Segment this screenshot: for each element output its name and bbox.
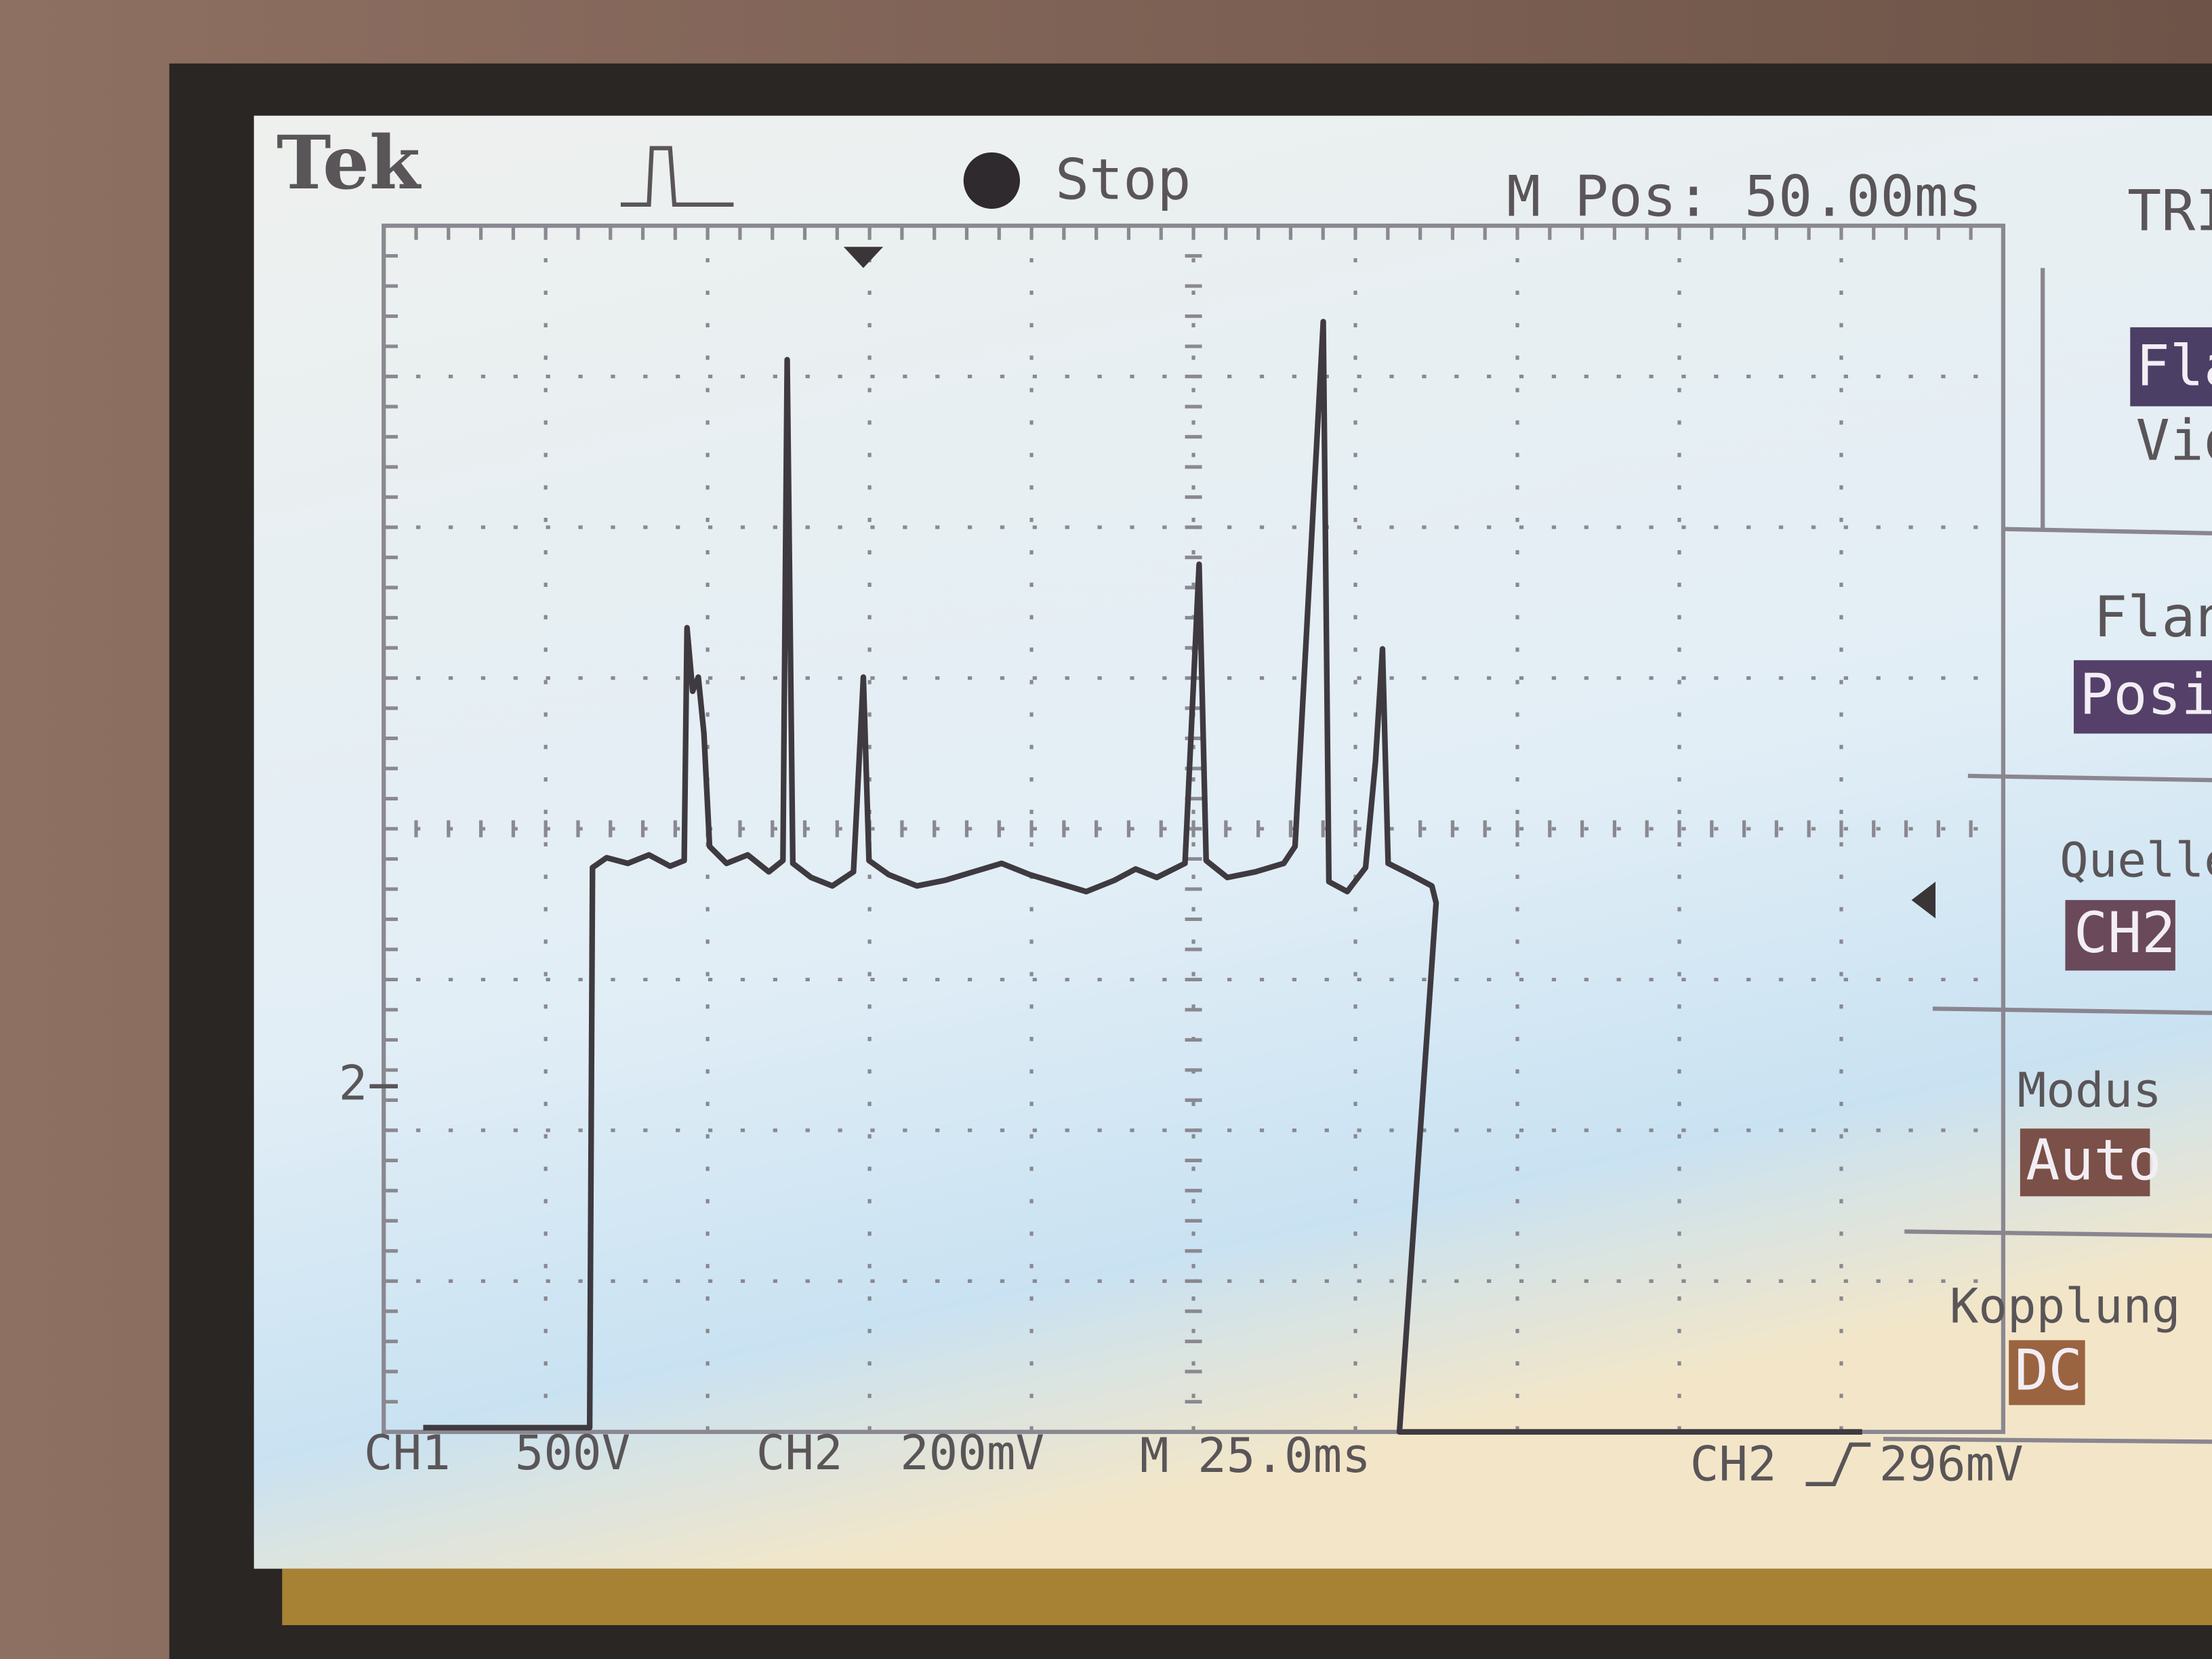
screen-glow — [282, 1568, 2212, 1626]
ch1-name: CH1 — [364, 1425, 451, 1481]
trigger-source: CH2 — [1690, 1435, 1777, 1492]
trigger-slope-icon — [1805, 1442, 1871, 1486]
menu-highlight — [2009, 1340, 2085, 1406]
status: Stop — [1055, 147, 1191, 213]
menu-value: Positi — [2079, 661, 2212, 727]
channel-marker: 2 — [339, 1054, 368, 1111]
menu-highlight — [2130, 327, 2212, 407]
menu-value: DC — [2015, 1337, 2083, 1403]
menu-divider — [1883, 1437, 2212, 1444]
menu-label: Kopplung — [1950, 1277, 2181, 1334]
position: M Pos: 50.00ms — [1507, 164, 1982, 230]
menu-value: CH2 — [2074, 900, 2175, 966]
menu-divider — [1932, 1006, 2212, 1015]
menu-divider — [1904, 1229, 2212, 1238]
menu-value: Vid — [2136, 408, 2212, 474]
stop-dot — [963, 152, 1021, 209]
trigger-pos-marker — [843, 247, 884, 268]
menu-label: Fla — [2136, 333, 2212, 398]
trigger-level: 296mV — [1879, 1435, 2024, 1492]
menu-divider — [2003, 527, 2212, 535]
waveform — [423, 319, 1862, 1435]
menu-label: Modus — [2018, 1062, 2162, 1118]
timebase: M 25.0ms — [1140, 1427, 1371, 1483]
menu-highlight — [2065, 900, 2175, 971]
menu-label: Flank — [2093, 584, 2212, 650]
brand: Tek — [276, 119, 422, 206]
menu-value: Auto — [2026, 1127, 2161, 1193]
menu-label: Quelle — [2060, 832, 2212, 888]
menu-divider — [1967, 773, 2212, 783]
menu-title: TRI — [2127, 178, 2212, 243]
ch1-scale: 500V — [515, 1425, 630, 1481]
trigger-level-marker — [1911, 882, 1936, 919]
ch2-name: CH2 — [756, 1425, 843, 1481]
ch2-scale: 200mV — [900, 1425, 1044, 1481]
menu-highlight — [2074, 660, 2212, 734]
menu-highlight — [2020, 1128, 2150, 1197]
screen — [253, 115, 2212, 1569]
acquire-icon — [620, 146, 734, 207]
status-bar: CH1 500V CH2 200mV M 25.0ms CH2 296mV — [364, 1425, 2024, 1492]
side-menu: Fla Vid Flank Positi Quelle CH2 Modus Au… — [1883, 268, 2212, 1444]
